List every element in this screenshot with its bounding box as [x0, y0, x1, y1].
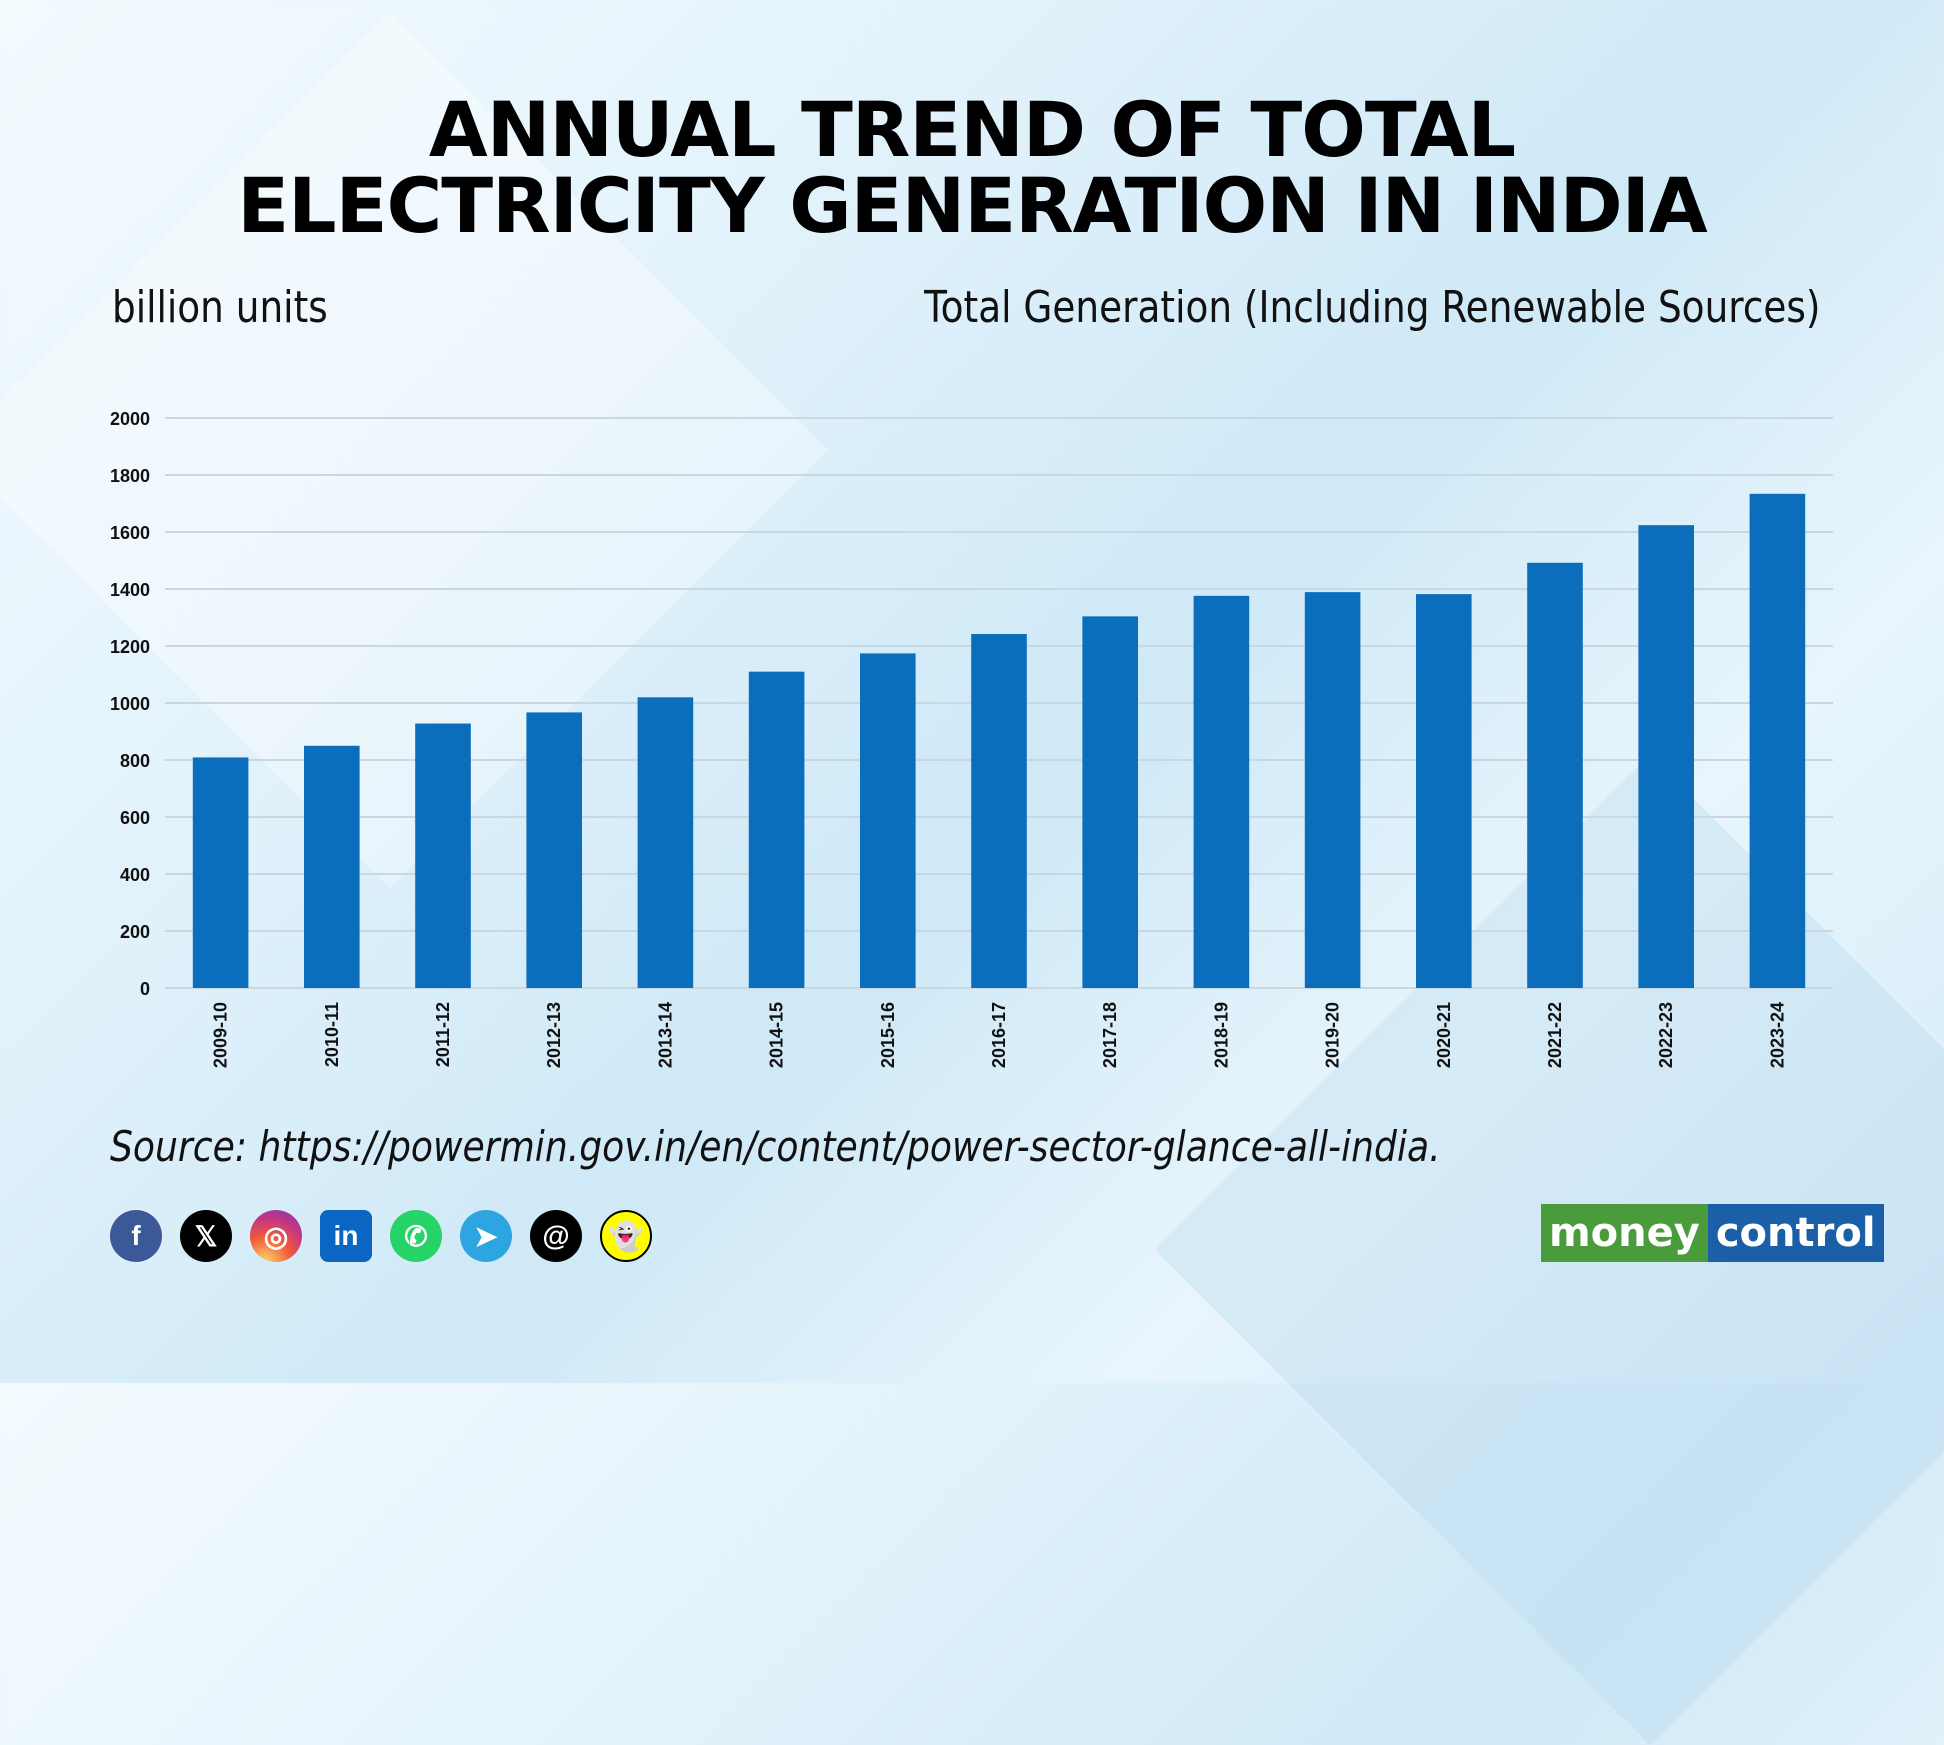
whatsapp-icon[interactable]: ✆ [390, 1210, 442, 1262]
bar-2013-14 [637, 697, 694, 988]
y-axis-label: billion units [112, 282, 328, 333]
x-tick-label: 2013-14 [655, 1002, 675, 1068]
y-tick-label: 1800 [110, 466, 150, 486]
linkedin-icon[interactable]: in [320, 1210, 372, 1262]
bar-2014-15 [748, 671, 805, 988]
bar-chart: 0 200 400 600 800 1000 1200 1400 1600 1800 2000 200… [110, 409, 1833, 1068]
bar-2017-18 [1082, 616, 1138, 988]
x-tick-label: 2022-23 [1656, 1002, 1676, 1068]
snapchat-icon[interactable]: 👻 [600, 1210, 652, 1262]
x-icon[interactable]: 𝕏 [180, 1210, 232, 1262]
bar-2018-19 [1193, 595, 1250, 988]
x-tick-label: 2019-20 [1323, 1002, 1343, 1068]
bar-2012-13 [526, 712, 582, 988]
bar-2020-21 [1416, 594, 1472, 988]
logo-part-1: money [1541, 1204, 1708, 1262]
bar-2019-20 [1304, 592, 1361, 988]
x-tick-label: 2020-21 [1434, 1002, 1454, 1068]
series-label: Total Generation (Including Renewable So… [923, 282, 1820, 333]
x-tick-label: 2014-15 [767, 1002, 787, 1068]
x-tick-label: 2015-16 [878, 1002, 898, 1068]
x-tick-label: 2010-11 [322, 1002, 342, 1067]
moneycontrol-logo: money control [1541, 1204, 1884, 1262]
bar-2016-17 [971, 634, 1027, 988]
bar-2011-12 [415, 723, 471, 988]
x-tick-label: 2023-24 [1767, 1002, 1787, 1068]
bar-2022-23 [1638, 525, 1694, 988]
chart-title: ANNUAL TREND OF TOTAL ELECTRICITY GENERA… [0, 92, 1944, 244]
logo-part-2: control [1707, 1204, 1884, 1262]
source-note: Source: https://powermin.gov.in/en/conte… [110, 1122, 1441, 1171]
y-tick-label: 200 [120, 922, 150, 942]
y-tick-label: 1600 [110, 523, 150, 543]
y-tick-label: 800 [120, 751, 150, 771]
instagram-icon[interactable]: ◎ [250, 1210, 302, 1262]
title-line-1: ANNUAL TREND OF TOTAL [428, 85, 1516, 174]
bar-2021-22 [1527, 562, 1583, 988]
facebook-icon[interactable]: f [110, 1210, 162, 1262]
threads-icon[interactable]: @ [530, 1210, 582, 1262]
x-tick-label: 2018-19 [1211, 1002, 1231, 1068]
y-tick-label: 2000 [110, 409, 150, 429]
social-icons: f 𝕏 ◎ in ✆ ➤ @ 👻 [110, 1210, 652, 1262]
bar-2009-10 [192, 757, 249, 988]
bar-2010-11 [304, 745, 360, 988]
x-tick-label: 2011-12 [433, 1002, 453, 1067]
y-tick-label: 0 [140, 979, 150, 999]
x-tick-label: 2017-18 [1100, 1002, 1120, 1068]
y-tick-label: 1000 [110, 694, 150, 714]
y-tick-label: 400 [120, 865, 150, 885]
y-tick-label: 600 [120, 808, 150, 828]
y-tick-label: 1400 [110, 580, 150, 600]
x-tick-label: 2016-17 [989, 1002, 1009, 1068]
x-tick-label: 2009-10 [211, 1002, 231, 1068]
bar-2015-16 [860, 653, 916, 988]
telegram-icon[interactable]: ➤ [460, 1210, 512, 1262]
x-tick-label: 2021-22 [1545, 1002, 1565, 1068]
x-tick-label: 2012-13 [544, 1002, 564, 1068]
y-tick-label: 1200 [110, 637, 150, 657]
bar-2023-24 [1749, 493, 1806, 988]
title-line-2: ELECTRICITY GENERATION IN INDIA [237, 161, 1708, 250]
